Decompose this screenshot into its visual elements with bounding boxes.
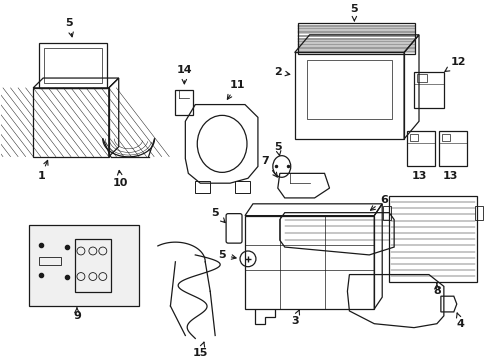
Bar	[383, 206, 390, 220]
Bar	[306, 60, 391, 119]
Bar	[75, 239, 111, 292]
Text: 13: 13	[410, 171, 426, 181]
Bar	[195, 181, 210, 193]
Text: 9: 9	[73, 308, 81, 321]
Text: 13: 13	[442, 171, 458, 181]
Text: 5: 5	[273, 142, 281, 156]
Bar	[406, 131, 434, 166]
Bar	[413, 72, 443, 108]
Bar	[474, 206, 482, 220]
Bar	[438, 131, 466, 166]
Bar	[39, 257, 61, 265]
Bar	[416, 74, 426, 82]
Text: 5: 5	[65, 18, 73, 37]
Bar	[441, 134, 449, 141]
Text: 6: 6	[370, 195, 387, 210]
Bar	[29, 225, 138, 306]
Text: 15: 15	[192, 342, 207, 358]
Text: 14: 14	[176, 65, 192, 84]
Text: 5: 5	[218, 250, 236, 260]
Text: 5: 5	[211, 208, 225, 222]
Text: 8: 8	[432, 283, 440, 296]
Text: 10: 10	[113, 171, 128, 188]
Text: 5: 5	[350, 4, 357, 21]
Bar	[409, 134, 417, 141]
Bar	[235, 181, 249, 193]
Text: 1: 1	[37, 160, 48, 181]
Bar	[388, 196, 476, 283]
Bar	[175, 90, 193, 115]
Text: 11: 11	[227, 80, 244, 99]
Text: 3: 3	[290, 310, 299, 326]
Text: 7: 7	[261, 156, 277, 177]
Bar	[244, 216, 373, 309]
Text: 2: 2	[273, 67, 289, 77]
Text: 4: 4	[456, 313, 464, 329]
Text: 12: 12	[444, 57, 466, 71]
Bar	[294, 53, 403, 139]
